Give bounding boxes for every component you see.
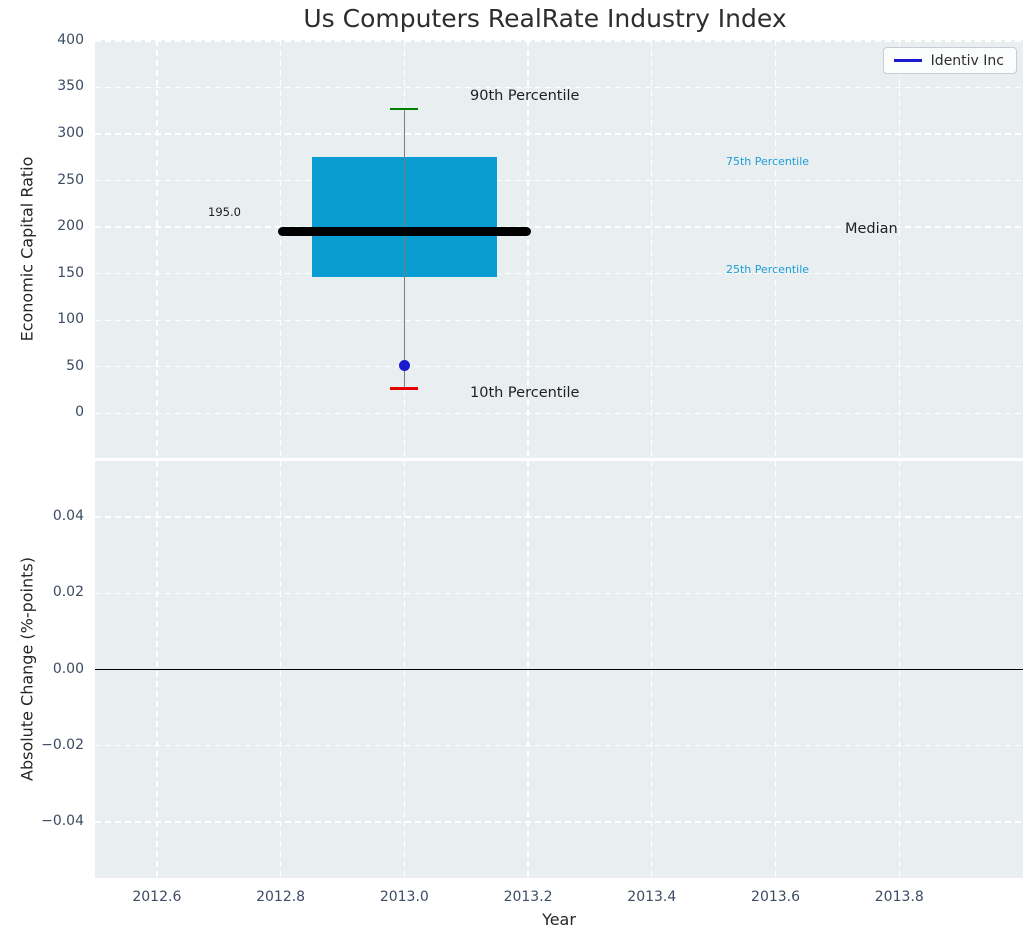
chart-title: Us Computers RealRate Industry Index: [81, 4, 1009, 33]
whisker-line: [404, 109, 406, 388]
x-tick-label: 2013.0: [367, 889, 441, 906]
x-tick-label: 2013.6: [739, 889, 813, 906]
gridline-h: [95, 273, 1023, 274]
legend-line-icon: [894, 59, 922, 62]
gridline-v: [156, 40, 157, 458]
gridline-h: [95, 366, 1023, 367]
gridline-v: [899, 40, 900, 458]
y-tick-label: 300: [22, 125, 84, 142]
annotation-median-value: 195.0: [208, 206, 241, 220]
gridline-h: [95, 40, 1023, 41]
annotation-25th-percentile: 25th Percentile: [726, 263, 809, 276]
gridline-v: [651, 40, 652, 458]
x-tick-label: 2013.4: [615, 889, 689, 906]
x-tick-label: 2013.2: [491, 889, 565, 906]
y-tick-label: 0.02: [22, 584, 84, 601]
x-axis-label: Year: [95, 910, 1023, 929]
y-tick-label: 0: [22, 404, 84, 421]
y-tick-label: 200: [22, 218, 84, 235]
top-plot-area: Identiv Inc 90th Percentile 75th Percent…: [95, 40, 1023, 458]
annotation-10th-percentile: 10th Percentile: [470, 385, 579, 402]
y-tick-label: 400: [22, 32, 84, 49]
annotation-90th-percentile: 90th Percentile: [470, 88, 579, 105]
zero-line: [95, 669, 1023, 671]
x-tick-label: 2012.8: [244, 889, 318, 906]
y-tick-label: 0.04: [22, 508, 84, 525]
annotation-median: Median: [845, 221, 898, 238]
gridline-h: [95, 516, 1023, 517]
gridline-v: [280, 40, 281, 458]
whisker-cap-90th: [390, 108, 418, 111]
gridline-h: [95, 180, 1023, 181]
gridline-h: [95, 821, 1023, 822]
y-tick-label: −0.04: [22, 813, 84, 830]
gridline-h: [95, 133, 1023, 134]
bottom-plot-area: [95, 461, 1023, 878]
figure: Us Computers RealRate Industry Index Ide…: [0, 0, 1034, 942]
gridline-h: [95, 593, 1023, 594]
company-data-point: [399, 360, 410, 371]
gridline-h: [95, 320, 1023, 321]
x-tick-label: 2012.6: [120, 889, 194, 906]
y-tick-label: 250: [22, 172, 84, 189]
y-tick-label: 150: [22, 265, 84, 282]
whisker-cap-10th: [390, 387, 418, 390]
median-line: [278, 227, 532, 236]
y-tick-label: 50: [22, 358, 84, 375]
gridline-v: [775, 40, 776, 458]
y-tick-label: −0.02: [22, 737, 84, 754]
x-tick-label: 2013.8: [862, 889, 936, 906]
y-tick-label: 100: [22, 311, 84, 328]
y-tick-label: 0.00: [22, 661, 84, 678]
legend: Identiv Inc: [883, 47, 1017, 74]
gridline-h: [95, 745, 1023, 746]
legend-label: Identiv Inc: [931, 53, 1004, 69]
annotation-75th-percentile: 75th Percentile: [726, 155, 809, 168]
y-tick-label: 350: [22, 78, 84, 95]
gridline-h: [95, 413, 1023, 414]
